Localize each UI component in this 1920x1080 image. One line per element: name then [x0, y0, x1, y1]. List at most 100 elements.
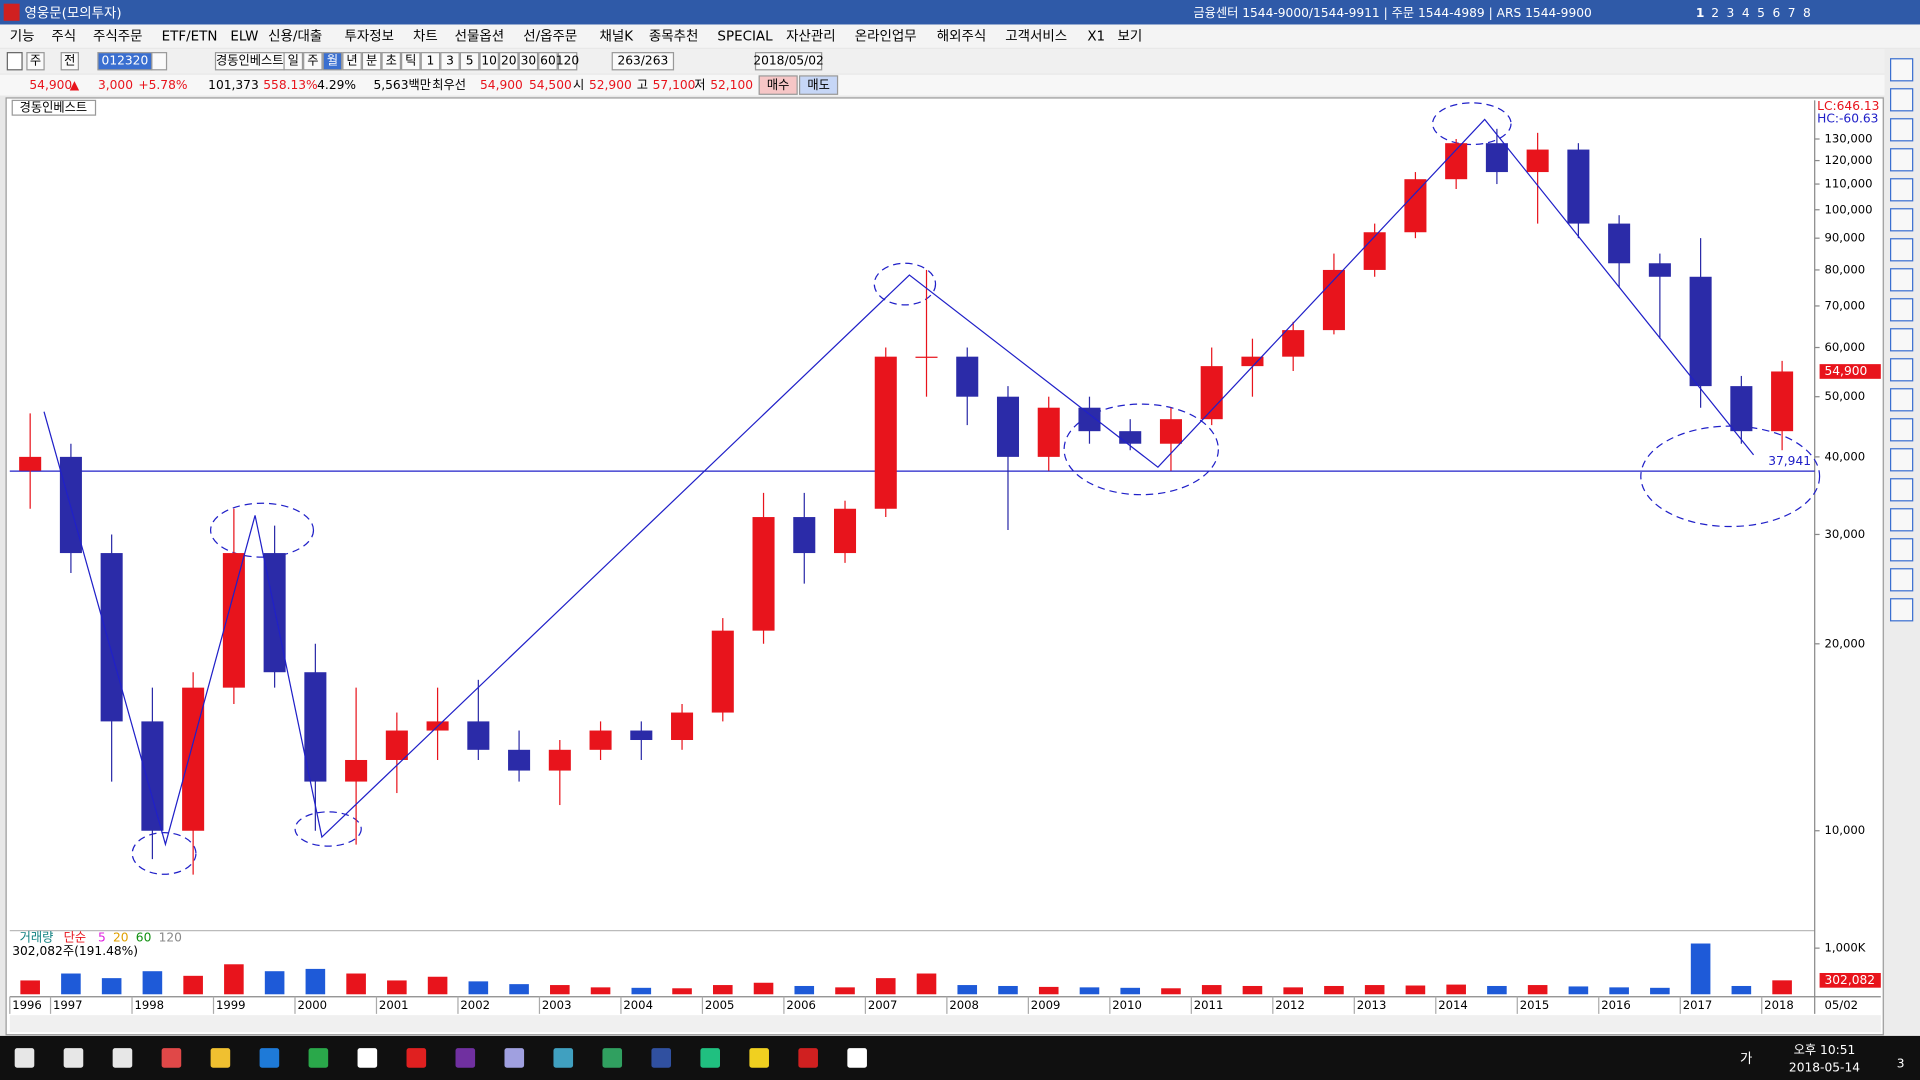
period-button-bg[interactable] [322, 52, 343, 71]
taskbar-icon[interactable] [553, 1048, 574, 1068]
taskbar-icon[interactable] [651, 1048, 672, 1068]
taskbar-icon[interactable] [406, 1048, 427, 1068]
period-button[interactable]: 초 [386, 54, 397, 68]
period-button-bg[interactable] [342, 52, 362, 71]
screen-number[interactable]: 6 [1772, 6, 1780, 20]
interval-button-bg[interactable] [459, 52, 480, 71]
taskbar-icon[interactable] [14, 1048, 35, 1068]
period-button[interactable]: 틱 [405, 54, 416, 68]
taskbar-icon[interactable] [847, 1048, 867, 1068]
taskbar-icon[interactable] [308, 1048, 329, 1068]
screen-number[interactable]: 5 [1757, 6, 1765, 20]
taskbar-icon[interactable] [259, 1048, 280, 1068]
menu-item[interactable]: 고객서비스 [1005, 29, 1067, 45]
interval-button[interactable]: 10 [481, 54, 497, 68]
period-button-bg[interactable] [401, 52, 421, 71]
taskbar-icon[interactable] [63, 1048, 84, 1068]
taskbar-icon[interactable] [749, 1048, 769, 1068]
interval-button[interactable]: 30 [521, 54, 537, 68]
search-button[interactable] [151, 52, 168, 71]
interval-button[interactable]: 60 [540, 54, 556, 68]
stock-name[interactable]: 경동인베스트 [216, 54, 284, 68]
market-select[interactable]: 주 [30, 54, 41, 68]
taskbar-icon[interactable] [357, 1048, 378, 1068]
menu-item[interactable]: 기능 [10, 29, 35, 45]
period-button[interactable]: 월 [327, 54, 338, 68]
menu-item[interactable]: 온라인업무 [855, 29, 917, 45]
period-button[interactable]: 년 [346, 54, 357, 68]
menu-item[interactable]: X1 [1087, 30, 1105, 45]
side-tool-button[interactable] [1890, 58, 1914, 82]
menu-item[interactable]: 해외주식 [937, 29, 987, 45]
period-button[interactable]: 분 [366, 54, 377, 68]
interval-button[interactable]: 3 [446, 54, 454, 68]
taskbar-icon[interactable] [700, 1048, 720, 1068]
interval-button-bg[interactable] [479, 52, 499, 71]
side-tool-button[interactable] [1890, 358, 1914, 382]
screen-number[interactable]: 7 [1788, 6, 1796, 20]
buy-button-bg[interactable] [758, 75, 798, 95]
side-tool-button[interactable] [1890, 118, 1914, 142]
side-tool-button[interactable] [1890, 178, 1914, 202]
scroll-bar[interactable] [9, 1015, 1881, 1033]
code-input[interactable]: 012320 [102, 54, 149, 68]
ime-indicator[interactable]: 가 [1740, 1051, 1752, 1067]
side-tool-button[interactable] [1890, 508, 1914, 532]
scope-select[interactable]: 전 [64, 54, 75, 68]
side-tool-button[interactable] [1890, 88, 1914, 112]
side-tool-button[interactable] [1890, 328, 1914, 352]
period-button-bg[interactable] [381, 52, 402, 71]
taskbar-icon[interactable] [602, 1048, 623, 1068]
interval-button-bg[interactable] [557, 52, 578, 71]
side-tool-button[interactable] [1890, 268, 1914, 292]
taskbar-icon[interactable] [161, 1048, 182, 1068]
side-tool-button[interactable] [1890, 418, 1914, 442]
interval-button-bg[interactable] [440, 52, 460, 71]
scope-select-bg[interactable] [60, 52, 79, 71]
taskbar-icon[interactable] [112, 1048, 133, 1068]
date-box[interactable]: 2018/05/02 [753, 54, 824, 68]
side-tool-button[interactable] [1890, 478, 1914, 502]
period-button[interactable]: 주 [307, 54, 318, 68]
count-box[interactable]: 263/263 [617, 54, 668, 68]
menu-item[interactable]: 채널K [600, 29, 635, 45]
interval-button-bg[interactable] [518, 52, 539, 71]
interval-button[interactable]: 20 [501, 54, 517, 68]
side-tool-button[interactable] [1890, 538, 1914, 562]
period-button-bg[interactable] [283, 52, 304, 71]
toolbar-icon[interactable] [6, 52, 23, 71]
menu-item[interactable]: SPECIAL [717, 30, 773, 45]
period-button-bg[interactable] [303, 52, 323, 71]
taskbar-icon[interactable] [798, 1048, 818, 1068]
screen-number[interactable]: 4 [1742, 6, 1750, 20]
menu-item[interactable]: 선/옵주문 [523, 29, 577, 45]
notification-count[interactable]: 3 [1897, 1057, 1905, 1071]
sell-button-bg[interactable] [798, 75, 839, 95]
menu-item[interactable]: 투자정보 [344, 29, 394, 45]
interval-button[interactable]: 1 [427, 54, 435, 68]
date-box-bg[interactable] [754, 52, 823, 71]
taskbar-icon[interactable] [210, 1048, 231, 1068]
interval-button-bg[interactable] [420, 52, 441, 71]
menu-item[interactable]: 선물옵션 [455, 29, 505, 45]
screen-number[interactable]: 8 [1803, 6, 1811, 20]
menu-item[interactable]: 자산관리 [786, 29, 836, 45]
menu-item[interactable]: 차트 [413, 29, 438, 45]
menu-item[interactable]: 보기 [1117, 29, 1142, 45]
count-box-bg[interactable] [611, 52, 675, 71]
side-tool-button[interactable] [1890, 448, 1914, 472]
period-button-bg[interactable] [361, 52, 382, 71]
menu-item[interactable]: ETF/ETN [162, 30, 218, 45]
screen-number[interactable]: 1 [1696, 6, 1705, 20]
market-select-bg[interactable] [26, 52, 45, 71]
side-tool-button[interactable] [1890, 238, 1914, 262]
screen-number[interactable]: 3 [1727, 6, 1735, 20]
side-tool-button[interactable] [1890, 148, 1914, 172]
interval-button-bg[interactable] [538, 52, 558, 71]
period-button[interactable]: 일 [288, 54, 299, 68]
screen-number[interactable]: 2 [1711, 6, 1719, 20]
taskbar-icon[interactable] [504, 1048, 525, 1068]
menu-item[interactable]: 종목추천 [649, 29, 699, 45]
sell-button[interactable]: 매도 [807, 78, 830, 92]
menu-item[interactable]: 주식주문 [93, 29, 143, 45]
